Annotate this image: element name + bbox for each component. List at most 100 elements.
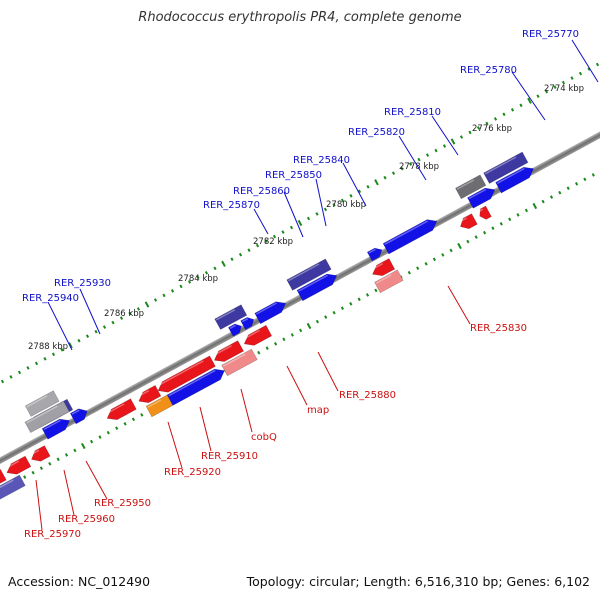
minor-tick bbox=[466, 239, 470, 244]
minor-tick bbox=[9, 375, 13, 379]
forward-gene-arrow bbox=[41, 418, 71, 440]
gene-label-reverse: RER_25960 bbox=[58, 514, 115, 525]
minor-tick bbox=[115, 426, 119, 430]
minor-tick bbox=[324, 315, 328, 319]
gene-label-reverse: RER_25880 bbox=[339, 390, 396, 401]
page-title: Rhodococcus erythropolis PR4, complete g… bbox=[138, 10, 462, 25]
minor-tick bbox=[357, 297, 361, 302]
forward-gene-arrow bbox=[254, 301, 287, 325]
kbp-label: 2778 kbp bbox=[399, 162, 439, 172]
minor-tick bbox=[408, 162, 413, 166]
minor-tick bbox=[561, 80, 566, 85]
reverse-gene-arrow-highlight bbox=[478, 208, 484, 213]
minor-tick bbox=[365, 293, 370, 297]
reverse-gene-arrow bbox=[0, 468, 7, 484]
minor-tick bbox=[274, 342, 278, 346]
minor-tick bbox=[474, 235, 478, 239]
minor-tick bbox=[306, 216, 311, 221]
minor-tick bbox=[196, 275, 200, 280]
gene-pseudo-block bbox=[455, 174, 487, 200]
kbp-label: 2774 kbp bbox=[544, 84, 584, 94]
kbp-label: 2784 kbp bbox=[178, 274, 218, 284]
gene-pink-block-highlight bbox=[375, 274, 392, 284]
minor-tick bbox=[332, 203, 336, 207]
minor-tick bbox=[578, 71, 583, 76]
minor-tick bbox=[265, 346, 269, 350]
forward-gene-arrow bbox=[467, 187, 496, 209]
forward-gene-arrow-highlight bbox=[298, 274, 328, 292]
major-tick bbox=[80, 442, 86, 450]
minor-tick bbox=[123, 422, 127, 426]
reverse-gene-arrow-highlight bbox=[242, 329, 260, 341]
major-tick bbox=[306, 322, 312, 330]
reverse-gene-arrow-highlight bbox=[212, 345, 232, 357]
minor-tick bbox=[591, 173, 595, 177]
major-tick bbox=[532, 202, 538, 210]
minor-tick bbox=[432, 257, 436, 262]
minor-tick bbox=[170, 289, 175, 293]
minor-tick bbox=[98, 435, 102, 439]
label-leader-lines bbox=[35, 39, 599, 531]
forward-gene-arrow-highlight bbox=[229, 324, 236, 329]
reverse-gene-arrow-highlight bbox=[137, 389, 150, 398]
minor-tick bbox=[131, 417, 135, 422]
forward-gene-arrow bbox=[166, 368, 225, 406]
gene-label-reverse: RER_25920 bbox=[164, 467, 221, 478]
minor-tick bbox=[187, 280, 192, 284]
forward-gene-block bbox=[214, 304, 248, 330]
minor-tick bbox=[238, 252, 243, 257]
minor-tick bbox=[119, 316, 124, 320]
reverse-gene-arrow bbox=[213, 340, 245, 362]
gene-orange-block-highlight bbox=[147, 399, 162, 408]
minor-tick bbox=[17, 370, 22, 375]
gene-label-forward: RER_25820 bbox=[348, 127, 405, 138]
minor-tick bbox=[289, 225, 294, 230]
minor-tick bbox=[73, 448, 77, 453]
forward-gene-arrow bbox=[296, 273, 338, 302]
minor-tick bbox=[51, 352, 56, 357]
minor-tick bbox=[272, 234, 277, 239]
forward-gene-block-highlight bbox=[288, 263, 320, 282]
minor-tick bbox=[407, 270, 411, 275]
forward-gene-arrow-highlight bbox=[71, 409, 80, 415]
minor-tick bbox=[541, 199, 545, 204]
minor-tick bbox=[587, 67, 591, 71]
minor-tick bbox=[230, 257, 234, 261]
minor-tick bbox=[34, 361, 39, 366]
kbp-label: 2776 kbp bbox=[472, 124, 512, 134]
reverse-gene-arrow bbox=[6, 455, 32, 475]
minor-tick bbox=[136, 307, 141, 311]
reverse-gene-arrow bbox=[372, 258, 396, 277]
minor-tick bbox=[140, 413, 144, 417]
reverse-gene-arrow-highlight bbox=[458, 217, 468, 223]
gene-pseudo-block bbox=[24, 390, 60, 417]
minor-tick bbox=[516, 213, 520, 217]
reverse-gene-arrow bbox=[31, 445, 51, 462]
minor-tick bbox=[483, 230, 487, 235]
gene-label-forward: RER_25770 bbox=[522, 29, 579, 40]
minor-tick bbox=[340, 198, 345, 203]
minor-tick bbox=[102, 325, 107, 329]
minor-tick bbox=[400, 166, 404, 171]
minor-tick bbox=[299, 328, 303, 333]
minor-tick bbox=[31, 470, 35, 475]
minor-tick bbox=[491, 226, 495, 230]
minor-tick bbox=[323, 207, 328, 212]
minor-tick bbox=[544, 89, 549, 94]
reverse-gene-arrow bbox=[106, 398, 137, 421]
minor-tick bbox=[424, 262, 428, 266]
gene-pink-block-highlight bbox=[222, 353, 246, 367]
gene-label-forward: RER_25940 bbox=[22, 293, 79, 304]
minor-tick bbox=[39, 466, 43, 470]
gene-labels: RER_25770 RER_25780 RER_25810 RER_25820 … bbox=[22, 29, 579, 540]
reverse-gene-arrow-highlight bbox=[105, 403, 125, 415]
gene-label-forward: RER_25840 bbox=[293, 155, 350, 166]
minor-tick bbox=[128, 311, 132, 316]
major-tick bbox=[457, 242, 462, 250]
reverse-gene-arrow-highlight bbox=[5, 460, 20, 469]
minor-tick bbox=[374, 288, 378, 293]
minor-tick bbox=[106, 430, 110, 435]
minor-tick bbox=[255, 243, 260, 248]
minor-tick bbox=[315, 319, 319, 324]
